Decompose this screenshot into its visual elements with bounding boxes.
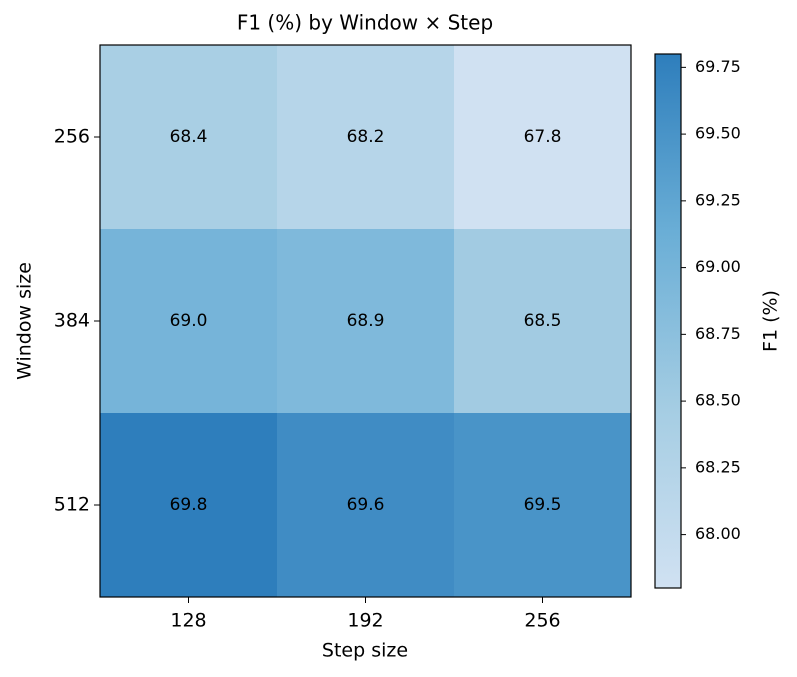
- chart-title: F1 (%) by Window × Step: [237, 11, 493, 35]
- y-tick-label: 512: [54, 494, 90, 516]
- colorbar-tick-label: 68.25: [695, 457, 741, 476]
- heatmap-cell: [100, 413, 277, 597]
- colorbar-tick-label: 69.00: [695, 257, 741, 276]
- heatmap-cell: [277, 45, 454, 229]
- x-tick-label: 192: [347, 610, 383, 632]
- y-tick-label: 256: [54, 126, 90, 148]
- heatmap-cell: [454, 229, 631, 413]
- colorbar-tick-label: 68.75: [695, 324, 741, 343]
- colorbar-tick-label: 68.50: [695, 391, 741, 410]
- cell-label: 68.2: [347, 127, 385, 147]
- cell-label: 69.8: [170, 495, 208, 515]
- heatmap-cell: [277, 229, 454, 413]
- colorbar-tick-label: 69.25: [695, 190, 741, 209]
- cell-label: 69.6: [347, 495, 385, 515]
- colorbar-tick-label: 69.50: [695, 124, 741, 143]
- heatmap-cell: [454, 413, 631, 597]
- cell-label: 67.8: [524, 127, 562, 147]
- colorbar: [654, 53, 682, 589]
- x-tick-label: 256: [524, 610, 560, 632]
- y-axis-label: Window size: [14, 262, 36, 380]
- x-tick-label: 128: [170, 610, 206, 632]
- heatmap-cell: [100, 45, 277, 229]
- cell-label: 68.4: [170, 127, 208, 147]
- heatmap-cell: [100, 229, 277, 413]
- colorbar-tick-label: 68.00: [695, 524, 741, 543]
- x-axis-label: Step size: [322, 640, 408, 662]
- cell-label: 68.5: [524, 311, 562, 331]
- heatmap-cell: [277, 413, 454, 597]
- cell-label: 69.0: [170, 311, 208, 331]
- heatmap-cell: [454, 45, 631, 229]
- cell-label: 68.9: [347, 311, 385, 331]
- colorbar-tick-label: 69.75: [695, 57, 741, 76]
- cell-label: 69.5: [524, 495, 562, 515]
- y-tick-label: 384: [54, 310, 90, 332]
- colorbar-label: F1 (%): [760, 290, 782, 352]
